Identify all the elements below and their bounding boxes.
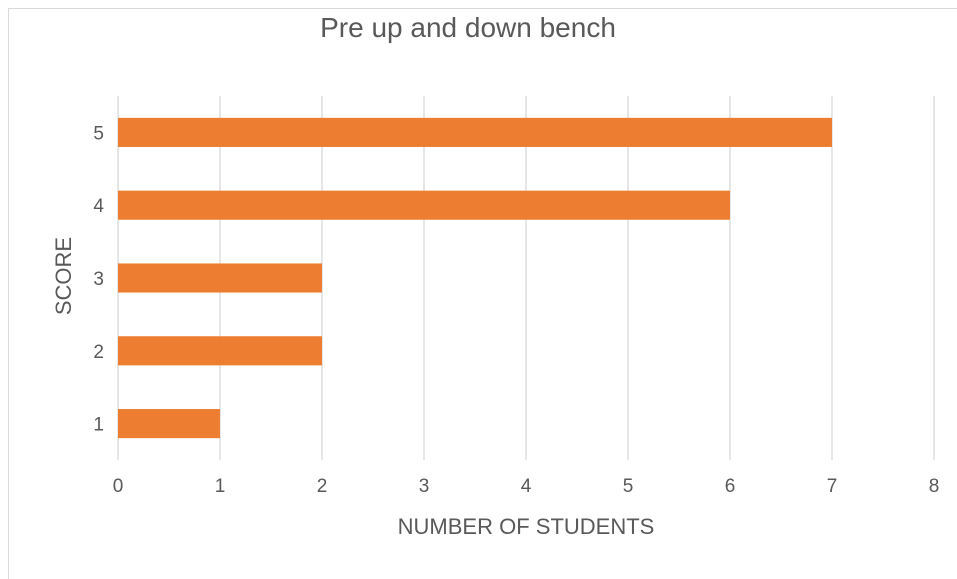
y-axis-title: SCORE [51, 237, 76, 315]
x-tick-label-1: 1 [215, 476, 226, 497]
x-tick-label-5: 5 [623, 476, 634, 497]
y-tick-label-3: 3 [93, 269, 104, 290]
bar-score-5 [118, 117, 832, 147]
x-tick-label-7: 7 [827, 476, 838, 497]
x-tick-labels: 0 1 2 3 4 5 6 7 8 [113, 476, 940, 497]
x-tick-label-0: 0 [113, 476, 124, 497]
chart-frame [8, 8, 957, 579]
y-tick-label-2: 2 [93, 342, 104, 363]
x-tick-label-4: 4 [521, 476, 532, 497]
bar-score-2 [118, 336, 322, 366]
x-tick-label-6: 6 [725, 476, 736, 497]
bars [118, 117, 832, 439]
chart-title: Pre up and down bench [320, 12, 616, 43]
y-tick-label-4: 4 [93, 196, 104, 217]
y-tick-label-1: 1 [93, 415, 104, 436]
x-tick-label-2: 2 [317, 476, 328, 497]
bar-score-1 [118, 409, 220, 439]
y-tick-label-5: 5 [93, 123, 104, 144]
bar-score-4 [118, 190, 730, 220]
x-tick-label-3: 3 [419, 476, 430, 497]
x-axis-title: NUMBER OF STUDENTS [398, 514, 655, 539]
x-tick-label-8: 8 [929, 476, 940, 497]
y-tick-labels: 1 2 3 4 5 [93, 123, 104, 435]
bar-score-3 [118, 263, 322, 293]
